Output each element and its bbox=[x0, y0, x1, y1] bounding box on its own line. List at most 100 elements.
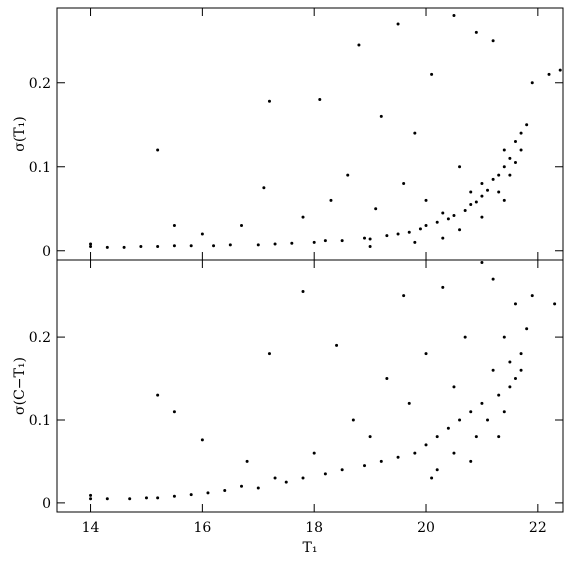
point bbox=[156, 393, 160, 397]
point bbox=[547, 72, 551, 76]
point bbox=[513, 161, 517, 165]
point bbox=[508, 360, 512, 364]
point bbox=[200, 232, 204, 236]
point bbox=[513, 377, 517, 381]
point bbox=[519, 131, 523, 135]
y-tick-label: 0 bbox=[42, 244, 51, 260]
point bbox=[89, 245, 93, 249]
point bbox=[463, 335, 467, 339]
x-tick-label: 16 bbox=[193, 520, 211, 536]
point bbox=[441, 285, 445, 289]
point bbox=[323, 472, 327, 476]
point bbox=[413, 131, 417, 135]
point bbox=[212, 244, 216, 248]
x-axis-label: T₁ bbox=[303, 540, 318, 556]
point bbox=[508, 385, 512, 389]
point bbox=[105, 245, 109, 249]
point bbox=[385, 377, 389, 381]
point bbox=[502, 148, 506, 152]
point bbox=[156, 496, 160, 500]
point bbox=[284, 480, 288, 484]
point bbox=[424, 352, 428, 356]
y-axis-label: σ(T₁) bbox=[12, 116, 28, 151]
point bbox=[452, 385, 456, 389]
point bbox=[480, 215, 484, 219]
point bbox=[402, 182, 406, 186]
point bbox=[497, 393, 501, 397]
point bbox=[329, 198, 333, 202]
point bbox=[363, 464, 367, 468]
point bbox=[374, 207, 378, 211]
point bbox=[469, 203, 473, 207]
point bbox=[379, 114, 383, 118]
point bbox=[502, 335, 506, 339]
point bbox=[413, 451, 417, 455]
point bbox=[446, 217, 450, 221]
point bbox=[357, 43, 361, 47]
point bbox=[290, 241, 294, 245]
point bbox=[424, 443, 428, 447]
point bbox=[200, 438, 204, 442]
point bbox=[89, 242, 93, 246]
point bbox=[480, 401, 484, 405]
point bbox=[267, 99, 271, 103]
point bbox=[418, 227, 422, 231]
point bbox=[491, 177, 495, 181]
point bbox=[323, 239, 327, 243]
point bbox=[413, 240, 417, 244]
point bbox=[156, 148, 160, 152]
point bbox=[402, 294, 406, 298]
x-tick-label: 20 bbox=[417, 520, 435, 536]
point bbox=[379, 459, 383, 463]
point bbox=[525, 327, 529, 331]
point bbox=[172, 494, 176, 498]
point bbox=[223, 488, 227, 492]
point bbox=[240, 224, 244, 228]
point bbox=[172, 224, 176, 228]
point bbox=[172, 244, 176, 248]
point bbox=[424, 198, 428, 202]
point bbox=[486, 188, 490, 192]
point bbox=[301, 476, 305, 480]
point bbox=[262, 186, 266, 190]
point bbox=[469, 459, 473, 463]
point bbox=[301, 215, 305, 219]
point bbox=[228, 243, 232, 247]
point bbox=[396, 232, 400, 236]
point bbox=[525, 123, 529, 127]
point bbox=[502, 410, 506, 414]
point bbox=[463, 208, 467, 212]
point bbox=[441, 236, 445, 240]
point bbox=[318, 98, 322, 102]
y-tick-label: 0.1 bbox=[29, 160, 51, 176]
point bbox=[273, 476, 277, 480]
point bbox=[553, 302, 557, 306]
point bbox=[452, 451, 456, 455]
point bbox=[458, 165, 462, 169]
point bbox=[469, 410, 473, 414]
point bbox=[491, 368, 495, 372]
plot-frame bbox=[56, 7, 564, 261]
point bbox=[497, 173, 501, 177]
x-tick-label: 18 bbox=[305, 520, 323, 536]
point bbox=[491, 277, 495, 281]
point bbox=[435, 435, 439, 439]
point bbox=[206, 491, 210, 495]
point bbox=[189, 493, 193, 497]
point bbox=[346, 173, 350, 177]
point bbox=[351, 418, 355, 422]
point bbox=[189, 244, 193, 248]
point bbox=[368, 435, 372, 439]
point bbox=[486, 418, 490, 422]
y-tick-label: 0.2 bbox=[29, 330, 51, 346]
point bbox=[530, 294, 534, 298]
point bbox=[312, 451, 316, 455]
point bbox=[480, 194, 484, 198]
point bbox=[474, 30, 478, 34]
point bbox=[430, 72, 434, 76]
point bbox=[340, 239, 344, 243]
point bbox=[469, 190, 473, 194]
point bbox=[458, 418, 462, 422]
point bbox=[430, 476, 434, 480]
point bbox=[89, 493, 93, 497]
